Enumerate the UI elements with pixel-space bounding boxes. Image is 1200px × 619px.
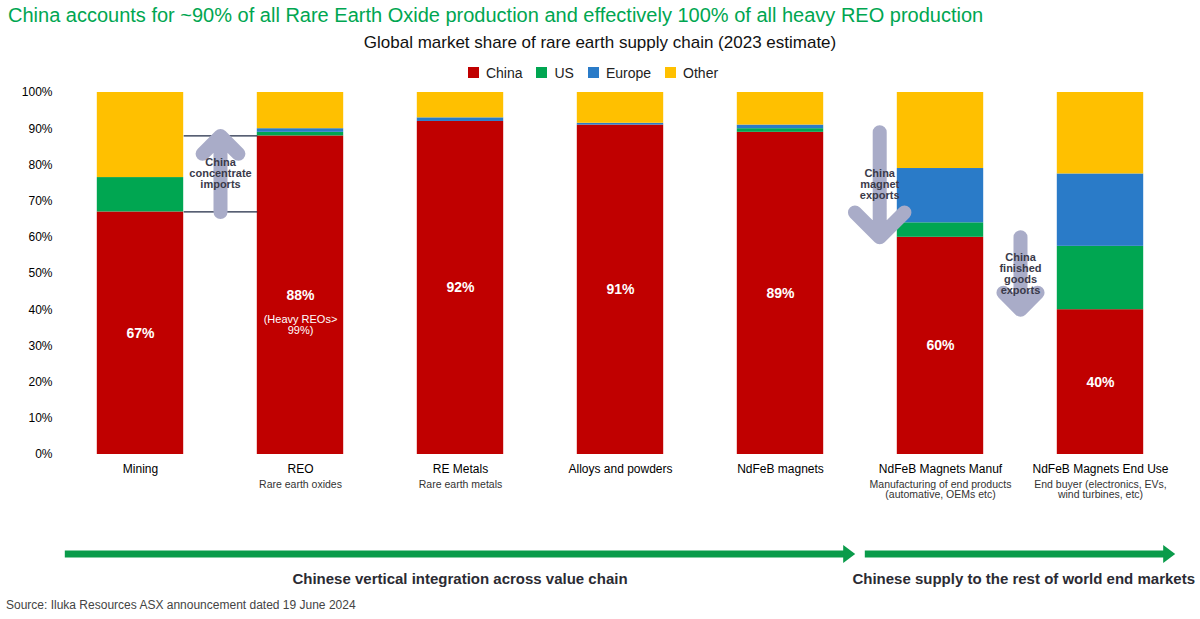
svg-text:67%: 67% xyxy=(126,325,155,341)
svg-text:Mining: Mining xyxy=(123,462,158,476)
svg-text:End buyer (electronics, EVs,wi: End buyer (electronics, EVs,wind turbine… xyxy=(1034,478,1166,501)
html-text:Global market share of rare ea: Global market share of rare earth supply… xyxy=(363,33,837,52)
svg-text:NdFeB Magnets End Use: NdFeB Magnets End Use xyxy=(1032,462,1168,476)
svg-text:91%: 91% xyxy=(606,281,635,297)
svg-text:90%: 90% xyxy=(28,122,52,136)
svg-text:10%: 10% xyxy=(28,411,52,425)
svg-text:60%: 60% xyxy=(28,230,52,244)
svg-text:RE Metals: RE Metals xyxy=(433,462,488,476)
svg-text:0%: 0% xyxy=(35,447,53,461)
html-text:China accounts for ~90% of all: China accounts for ~90% of all Rare Eart… xyxy=(8,4,984,26)
html-text:China: China xyxy=(485,64,523,81)
html-text:Source: Iluka Resources ASX an: Source: Iluka Resources ASX announcement… xyxy=(6,598,356,612)
html-text:Other: Other xyxy=(683,64,719,81)
html-text:Europe: Europe xyxy=(605,64,652,81)
svg-text:NdFeB magnets: NdFeB magnets xyxy=(737,462,824,476)
svg-text:40%: 40% xyxy=(1086,374,1115,390)
svg-text:70%: 70% xyxy=(28,194,52,208)
svg-text:NdFeB Magnets Manuf: NdFeB Magnets Manuf xyxy=(879,462,1003,476)
svg-text:60%: 60% xyxy=(926,337,955,353)
svg-text:30%: 30% xyxy=(28,339,52,353)
svg-text:Chinese vertical integration a: Chinese vertical integration across valu… xyxy=(292,570,627,587)
svg-text:50%: 50% xyxy=(28,266,52,280)
svg-text:89%: 89% xyxy=(766,285,795,301)
svg-text:Chinese supply to the rest of: Chinese supply to the rest of world end … xyxy=(852,570,1195,587)
svg-text:92%: 92% xyxy=(446,279,475,295)
svg-text:88%: 88% xyxy=(286,287,315,303)
svg-text:Rare earth oxides: Rare earth oxides xyxy=(259,478,342,490)
svg-text:100%: 100% xyxy=(22,85,53,99)
svg-text:40%: 40% xyxy=(28,303,52,317)
svg-text:(Heavy REOs>99%): (Heavy REOs>99%) xyxy=(264,313,338,336)
svg-text:20%: 20% xyxy=(28,375,52,389)
svg-text:Chinaconcentrateimports: Chinaconcentrateimports xyxy=(189,156,251,190)
svg-text:Chinamagnetexports: Chinamagnetexports xyxy=(860,167,900,201)
svg-text:Alloys and powders: Alloys and powders xyxy=(568,462,672,476)
svg-text:80%: 80% xyxy=(28,158,52,172)
html-text:US: US xyxy=(554,64,574,81)
svg-text:Chinafinishedgoodsexports: Chinafinishedgoodsexports xyxy=(999,251,1041,296)
svg-text:REO: REO xyxy=(287,462,313,476)
svg-text:Rare earth metals: Rare earth metals xyxy=(419,478,502,490)
svg-text:Manufacturing of end products(: Manufacturing of end products(automative… xyxy=(870,478,1012,501)
